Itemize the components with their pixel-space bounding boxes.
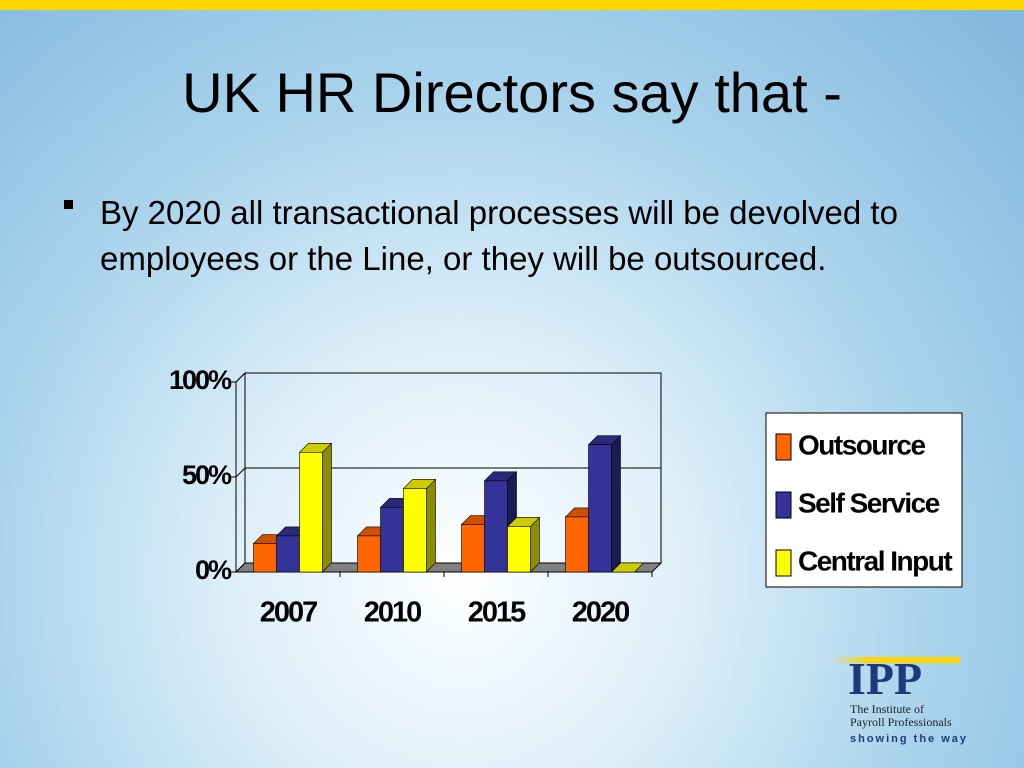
bar-side bbox=[426, 478, 436, 573]
logo-bar bbox=[830, 657, 960, 663]
x-tick-label: 2010 bbox=[364, 597, 421, 629]
bar bbox=[253, 543, 277, 573]
bar-side bbox=[530, 516, 540, 573]
legend-swatch bbox=[775, 491, 792, 519]
y-tick-label: 50% bbox=[182, 460, 232, 490]
y-tick-label: 100% bbox=[169, 365, 232, 395]
legend-swatch bbox=[775, 549, 792, 577]
bar bbox=[380, 507, 404, 573]
bar bbox=[461, 524, 485, 573]
y-tick-label: 0% bbox=[195, 555, 232, 585]
grid-depth bbox=[235, 562, 246, 573]
bar bbox=[565, 516, 589, 573]
logo-tagline: showing the way bbox=[850, 733, 969, 745]
top-bar bbox=[0, 0, 1024, 10]
slide-title: UK HR Directors say that - bbox=[182, 61, 842, 124]
bar bbox=[276, 535, 300, 573]
bullet-text: By 2020 all transactional processes will… bbox=[100, 194, 898, 277]
legend-box bbox=[765, 412, 963, 588]
bar bbox=[507, 526, 531, 573]
legend-label: Self Service bbox=[798, 487, 940, 518]
bar bbox=[588, 444, 612, 573]
logo-line: The Institute of bbox=[850, 702, 924, 716]
bar bbox=[484, 480, 508, 573]
bar-top bbox=[610, 562, 645, 573]
bar bbox=[403, 488, 427, 573]
grid-depth bbox=[235, 467, 246, 478]
logo-line: Payroll Professionals bbox=[850, 715, 952, 729]
x-tick-label: 2020 bbox=[572, 597, 629, 629]
bar-side bbox=[611, 434, 621, 573]
legend-swatch bbox=[775, 433, 792, 461]
bullet-marker bbox=[64, 200, 73, 209]
grid-depth bbox=[235, 372, 246, 383]
x-tick-label: 2007 bbox=[260, 597, 317, 629]
logo: IPP The Institute of Payroll Professiona… bbox=[830, 655, 970, 745]
bar bbox=[299, 451, 323, 573]
x-tick-label: 2015 bbox=[468, 597, 526, 629]
bar-side bbox=[322, 442, 332, 573]
bar bbox=[357, 535, 381, 573]
legend-label: Outsource bbox=[798, 429, 925, 460]
legend-label: Central Input bbox=[798, 545, 952, 576]
